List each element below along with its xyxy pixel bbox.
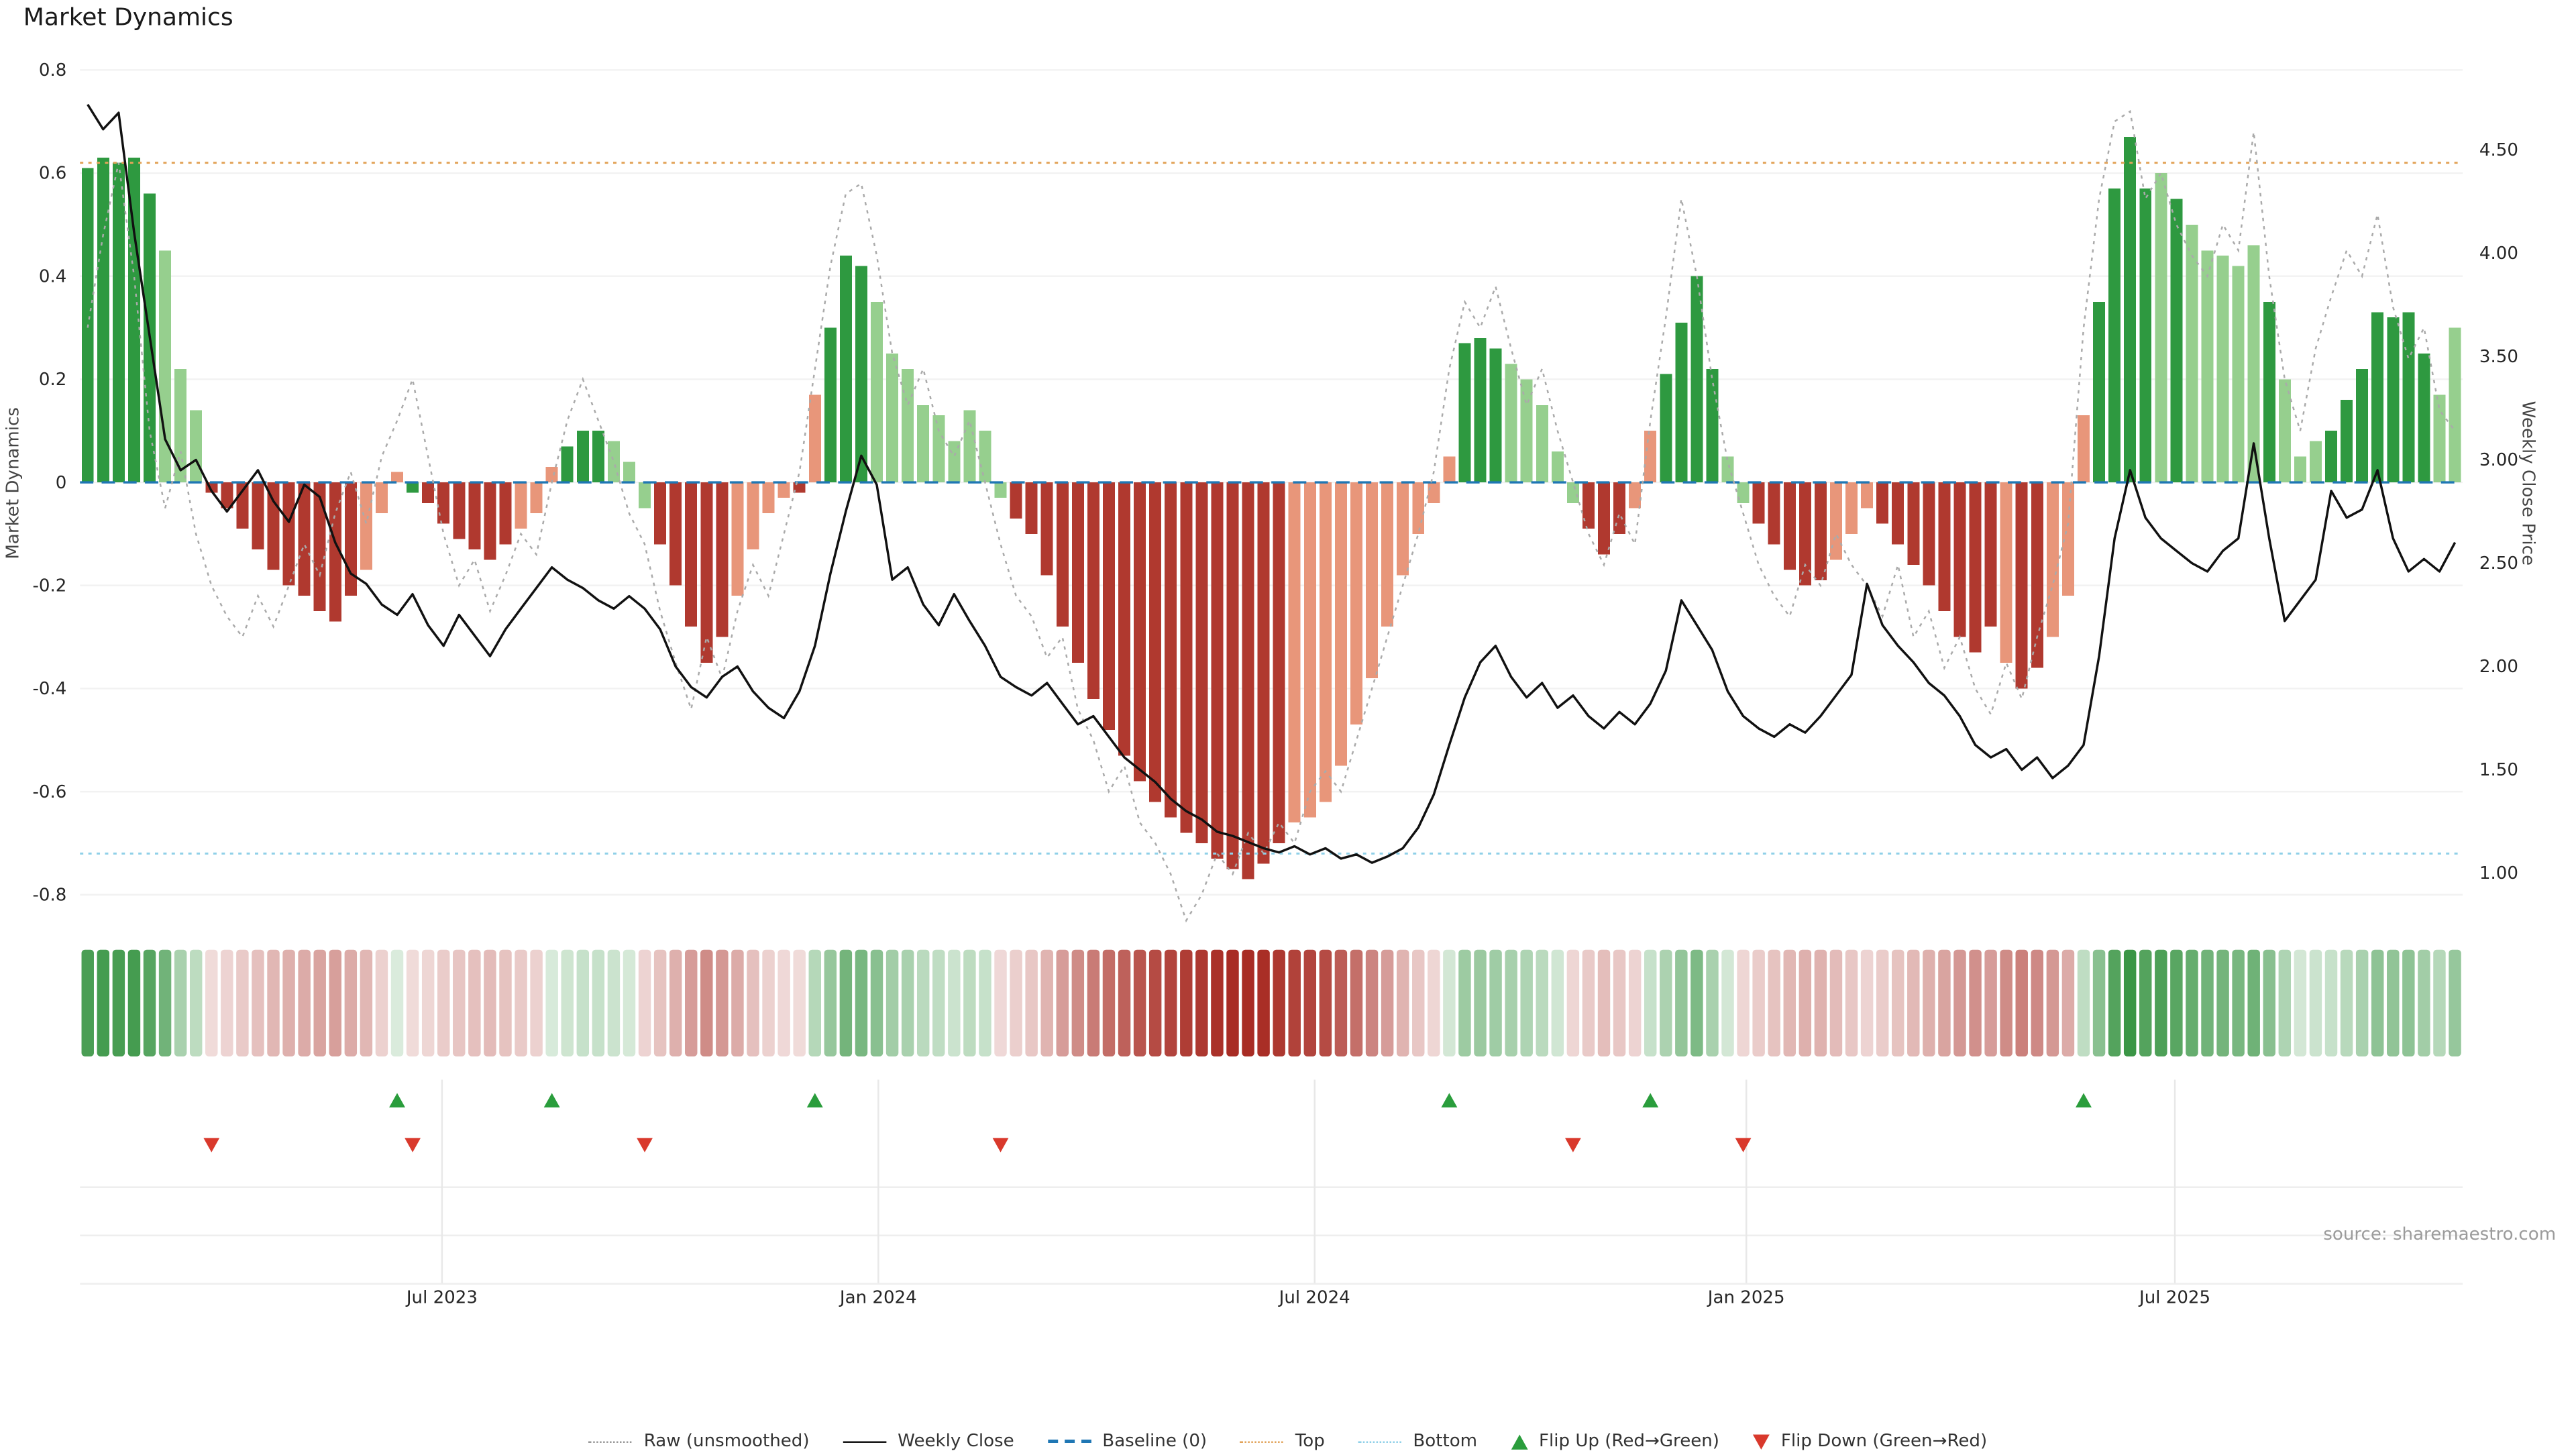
axis-tick-labels: 0.8 0.6 0.4 0.2 0 -0.2 -0.4 -0.6 -0.8 4.50 4.00 3.5…	[32, 60, 2518, 1307]
legend-item-raw: Raw (unsmoothed)	[588, 1431, 810, 1451]
svg-text:Jul 2025: Jul 2025	[2138, 1287, 2210, 1307]
flip-up-marker	[543, 1093, 560, 1108]
flip-down-marker	[1735, 1138, 1752, 1152]
flip-up-marker	[1642, 1093, 1659, 1108]
legend-label-baseline: Baseline (0)	[1102, 1431, 1208, 1451]
svg-text:Jul 2024: Jul 2024	[1278, 1287, 1350, 1307]
svg-text:2.50: 2.50	[2479, 553, 2518, 574]
heatmap-strip	[81, 949, 2461, 1057]
svg-text:Jan 2025: Jan 2025	[1707, 1287, 1785, 1307]
flip-up-triangle-icon	[1510, 1434, 1527, 1449]
flip-up-marker	[389, 1093, 405, 1108]
svg-text:Jan 2024: Jan 2024	[839, 1287, 917, 1307]
legend: Raw (unsmoothed) Weekly Close Baseline (…	[0, 1432, 2576, 1451]
svg-text:-0.4: -0.4	[32, 679, 66, 699]
svg-text:-0.6: -0.6	[32, 782, 66, 802]
svg-text:1.50: 1.50	[2479, 760, 2518, 780]
page-title: Market Dynamics	[23, 5, 233, 32]
gridlines	[80, 69, 2463, 896]
svg-text:3.50: 3.50	[2479, 347, 2518, 367]
flip-down-marker	[203, 1138, 220, 1152]
legend-item-baseline: Baseline (0)	[1047, 1432, 1207, 1451]
dynamics-bars	[81, 137, 2461, 879]
reference-lines	[80, 162, 2463, 855]
bottom-line-icon	[1358, 1440, 1402, 1442]
legend-item-flip-down: Flip Down (Green→Red)	[1752, 1431, 1988, 1451]
raw-line-icon	[588, 1440, 633, 1442]
svg-text:0.8: 0.8	[39, 60, 66, 80]
legend-label-flip-up: Flip Up (Red→Green)	[1538, 1431, 1720, 1451]
svg-text:0.6: 0.6	[39, 164, 66, 184]
top-line-icon	[1240, 1440, 1284, 1442]
baseline-line-icon	[1047, 1440, 1091, 1443]
legend-item-flip-up: Flip Up (Red→Green)	[1510, 1431, 1720, 1451]
flip-up-marker	[1441, 1093, 1458, 1108]
svg-text:1.00: 1.00	[2479, 863, 2518, 883]
flip-down-marker	[992, 1138, 1009, 1152]
svg-text:0.2: 0.2	[39, 370, 66, 390]
svg-text:3.00: 3.00	[2479, 450, 2518, 470]
svg-text:4.00: 4.00	[2479, 244, 2518, 264]
source-credit: source: sharemaestro.com	[2323, 1224, 2557, 1245]
flip-down-marker	[637, 1138, 653, 1152]
flip-down-marker	[1564, 1138, 1581, 1152]
close-line-icon	[843, 1440, 886, 1442]
legend-label-bottom: Bottom	[1413, 1431, 1478, 1451]
svg-text:-0.2: -0.2	[32, 576, 66, 596]
svg-text:4.50: 4.50	[2479, 140, 2518, 160]
legend-label-top: Top	[1295, 1431, 1325, 1451]
legend-label-flip-down: Flip Down (Green→Red)	[1780, 1431, 1988, 1451]
legend-label-weekly-close: Weekly Close	[898, 1431, 1014, 1451]
flip-markers	[203, 1093, 2092, 1152]
legend-item-bottom: Bottom	[1358, 1432, 1477, 1451]
legend-label-raw: Raw (unsmoothed)	[643, 1431, 810, 1451]
legend-item-top: Top	[1240, 1432, 1325, 1451]
svg-text:2.00: 2.00	[2479, 657, 2518, 677]
svg-text:-0.8: -0.8	[32, 885, 66, 905]
svg-text:Jul 2023: Jul 2023	[405, 1287, 478, 1307]
lower-panel-gridlines	[80, 1079, 2463, 1285]
flip-up-marker	[806, 1093, 823, 1108]
svg-text:0: 0	[56, 473, 67, 493]
svg-text:0.4: 0.4	[39, 266, 66, 286]
flip-down-marker	[405, 1138, 421, 1152]
weekly-close-line	[87, 103, 2457, 864]
flip-down-triangle-icon	[1752, 1434, 1770, 1449]
flip-up-marker	[2076, 1093, 2092, 1108]
legend-item-weekly-close: Weekly Close	[843, 1432, 1014, 1451]
